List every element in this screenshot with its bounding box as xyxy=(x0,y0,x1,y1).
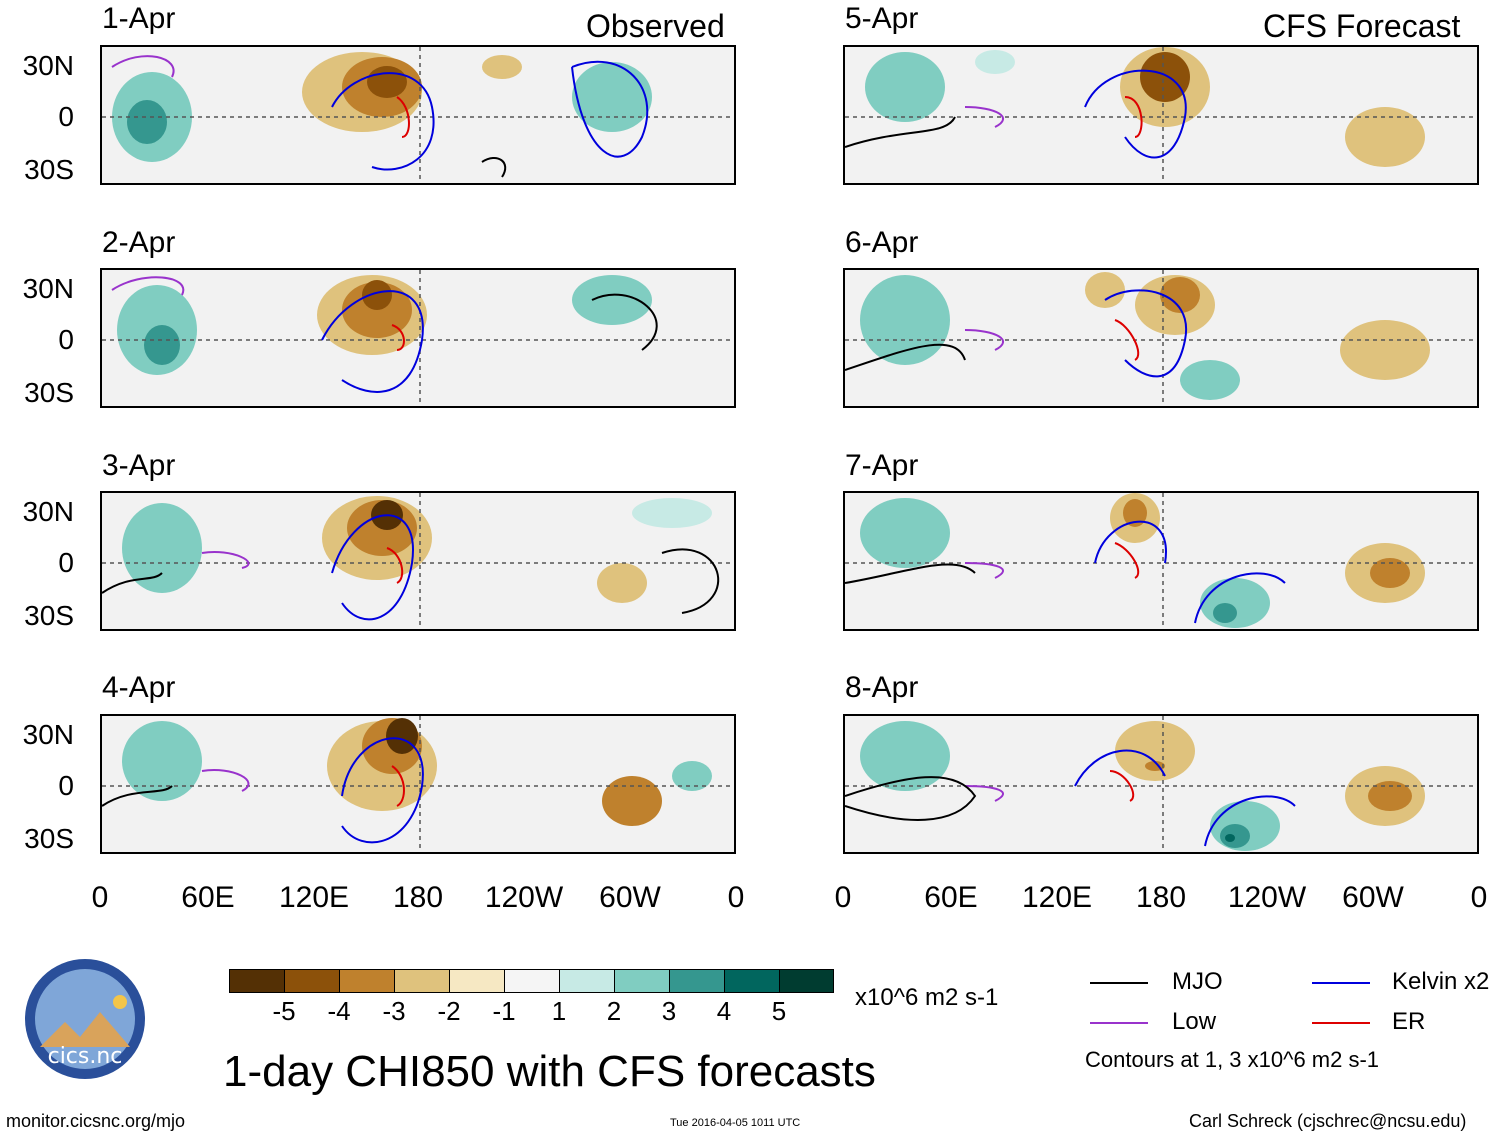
colorbar-swatch xyxy=(229,969,285,993)
map-panel-forecast-7 xyxy=(843,491,1479,631)
legend-swatch-low xyxy=(1090,1022,1148,1024)
panel-date-label: 3-Apr xyxy=(102,449,176,482)
map-panel-observed-4 xyxy=(100,714,736,854)
lon-label: 180 xyxy=(392,881,444,914)
colorbar-swatch xyxy=(614,969,670,993)
panel-date-label: 4-Apr xyxy=(102,671,176,704)
panel-date-label: 6-Apr xyxy=(845,226,919,259)
lon-label: 0 xyxy=(834,881,852,914)
colorbar-tick: -4 xyxy=(327,996,351,1026)
chi-field xyxy=(845,716,1477,852)
colorbar-tick: 3 xyxy=(661,996,677,1026)
lat-label: 0 xyxy=(58,101,74,132)
colorbar-swatch xyxy=(394,969,450,993)
colorbar-swatch xyxy=(724,969,780,993)
lon-label: 0 xyxy=(727,881,745,914)
author-credit: Carl Schreck (cjschrec@ncsu.edu) xyxy=(1189,1111,1467,1131)
lat-label: 0 xyxy=(58,324,74,355)
lon-label: 120W xyxy=(484,881,564,914)
colorbar-tick: -3 xyxy=(382,996,406,1026)
lon-label: 0 xyxy=(91,881,109,914)
legend-label-mjo: MJO xyxy=(1172,968,1223,995)
chi-field xyxy=(845,493,1477,629)
colorbar-swatch xyxy=(669,969,725,993)
colorbar-swatch xyxy=(339,969,395,993)
lat-label: 0 xyxy=(58,547,74,578)
map-panel-observed-3 xyxy=(100,491,736,631)
colorbar-swatch xyxy=(284,969,340,993)
lat-label: 30N xyxy=(22,496,74,527)
legend-label-er: ER xyxy=(1392,1008,1426,1035)
legend-label-low: Low xyxy=(1172,1008,1217,1035)
lon-label: 120E xyxy=(278,881,350,914)
colorbar-units: x10^6 m2 s-1 xyxy=(855,984,999,1011)
map-panel-forecast-5 xyxy=(843,45,1479,185)
chi-field xyxy=(102,270,734,406)
chi-field xyxy=(845,270,1477,406)
chi-field xyxy=(845,47,1477,183)
colorbar xyxy=(229,969,834,993)
lat-label: 0 xyxy=(58,770,74,801)
lon-label: 180 xyxy=(1135,881,1187,914)
lon-label: 120E xyxy=(1021,881,1093,914)
colorbar-tick: 4 xyxy=(716,996,732,1026)
forecast-title: CFS Forecast xyxy=(1263,8,1461,44)
legend-label-kelvin: Kelvin x2 xyxy=(1392,968,1490,995)
lon-label: 60E xyxy=(924,881,978,914)
lat-label: 30S xyxy=(24,600,74,631)
lon-label: 120W xyxy=(1227,881,1307,914)
lon-label: 60E xyxy=(181,881,235,914)
lat-label: 30S xyxy=(24,823,74,854)
panel-date-label: 8-Apr xyxy=(845,671,919,704)
chi-field xyxy=(102,716,734,852)
colorbar-swatch xyxy=(449,969,505,993)
lat-label: 30N xyxy=(22,719,74,750)
chi-field xyxy=(102,47,734,183)
observed-title: Observed xyxy=(586,8,725,44)
logo-text: cics.nc xyxy=(48,1044,123,1069)
map-panel-observed-2 xyxy=(100,268,736,408)
lat-label: 30S xyxy=(24,154,74,185)
panel-date-label: 1-Apr xyxy=(102,2,176,35)
lon-label: 60W xyxy=(1342,881,1404,914)
lat-label: 30S xyxy=(24,377,74,408)
colorbar-tick: 2 xyxy=(606,996,622,1026)
colorbar-tick: -5 xyxy=(272,996,296,1026)
legend-swatch-kelvin xyxy=(1312,982,1370,984)
map-panel-forecast-8 xyxy=(843,714,1479,854)
map-panel-forecast-6 xyxy=(843,268,1479,408)
lon-label: 60W xyxy=(599,881,661,914)
cics-logo: cics.nc xyxy=(10,957,160,1082)
colorbar-swatch xyxy=(504,969,560,993)
website-link[interactable]: monitor.cicsnc.org/mjo xyxy=(6,1111,186,1131)
colorbar-swatch xyxy=(779,969,834,993)
panel-date-label: 5-Apr xyxy=(845,2,919,35)
chi-field xyxy=(102,493,734,629)
panel-date-label: 7-Apr xyxy=(845,449,919,482)
lon-label: 0 xyxy=(1470,881,1488,914)
colorbar-tick: 1 xyxy=(551,996,567,1026)
lat-label: 30N xyxy=(22,50,74,81)
map-panel-observed-1 xyxy=(100,45,736,185)
colorbar-tick: -1 xyxy=(492,996,516,1026)
colorbar-tick: 5 xyxy=(771,996,787,1026)
timestamp: Tue 2016-04-05 1011 UTC xyxy=(670,1117,801,1129)
colorbar-tick: -2 xyxy=(437,996,461,1026)
figure-title: 1-day CHI850 with CFS forecasts xyxy=(223,1047,876,1096)
panel-date-label: 2-Apr xyxy=(102,226,176,259)
colorbar-swatch xyxy=(559,969,615,993)
contours-note: Contours at 1, 3 x10^6 m2 s-1 xyxy=(1085,1047,1380,1072)
legend-swatch-er xyxy=(1312,1022,1370,1024)
lat-label: 30N xyxy=(22,273,74,304)
legend-swatch-mjo xyxy=(1090,982,1148,984)
